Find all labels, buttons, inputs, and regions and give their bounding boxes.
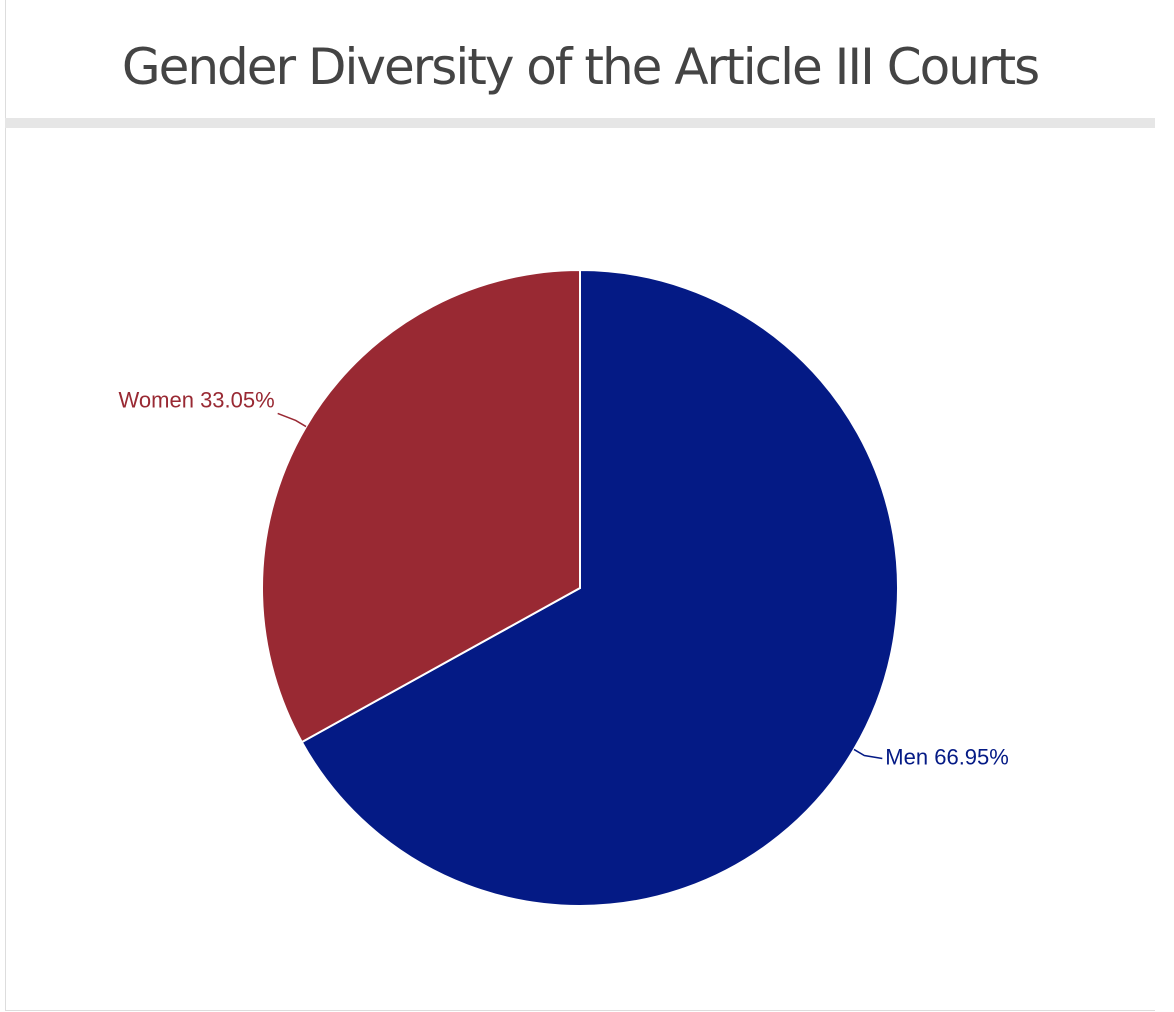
category-name: Men	[885, 744, 928, 769]
pie: Men 66.95% Women 33.05%	[119, 268, 1009, 907]
pie-slice	[261, 268, 581, 744]
title-divider	[5, 118, 1155, 128]
data-label: Men 66.95%	[885, 744, 1009, 769]
chart-title: Gender Diversity of the Article III Cour…	[122, 38, 1038, 96]
leader-line	[277, 412, 307, 428]
pie-slice	[300, 268, 899, 907]
value-label: 66.95%	[934, 744, 1009, 769]
category-name: Women	[119, 387, 194, 412]
value-label: 33.05%	[200, 387, 275, 412]
data-label: Women 33.05%	[119, 387, 275, 412]
leader-line	[853, 748, 883, 760]
